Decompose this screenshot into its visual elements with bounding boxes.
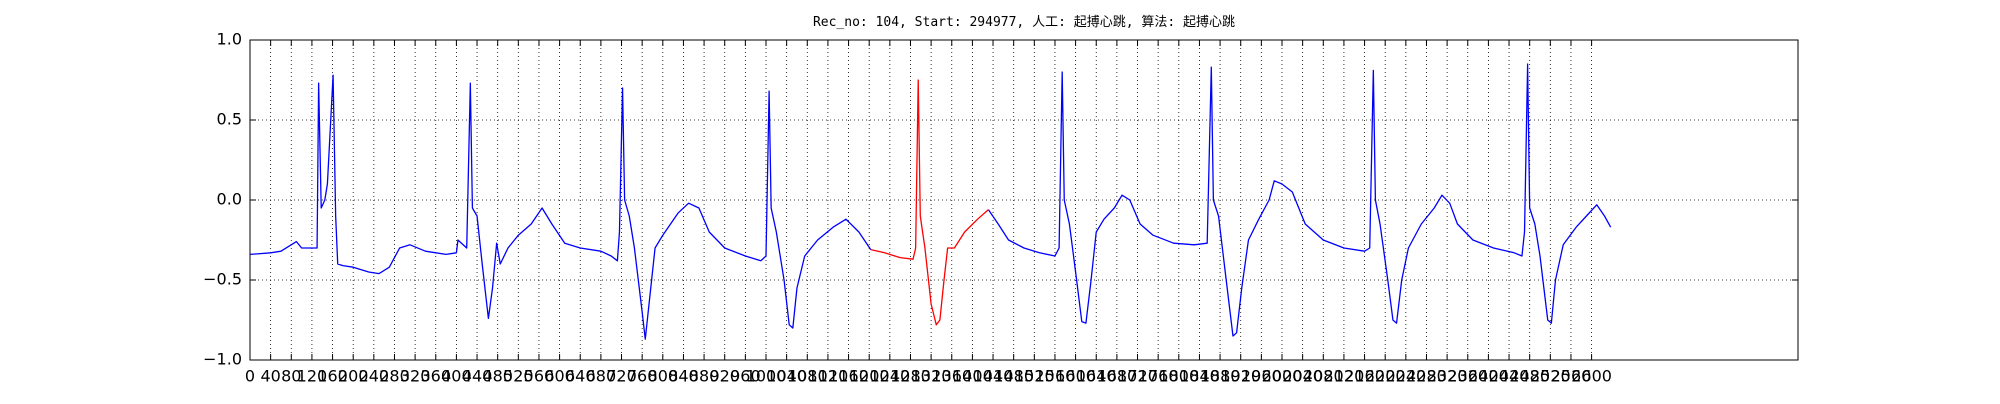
x-tick-label: 2320 xyxy=(1427,367,1468,386)
x-tick-label: 760 xyxy=(627,367,658,386)
y-tick-label: 1.0 xyxy=(217,30,242,49)
x-tick-label: 80 xyxy=(281,367,301,386)
x-tick-label: 1160 xyxy=(828,367,869,386)
x-tick-label: 800 xyxy=(648,367,679,386)
y-tick-label: −0.5 xyxy=(203,270,242,289)
x-tick-label: 600 xyxy=(544,367,575,386)
x-tick-label: 560 xyxy=(524,367,555,386)
x-tick-label: 280 xyxy=(379,367,410,386)
x-tick-label: 360 xyxy=(420,367,451,386)
x-tick-label: 1360 xyxy=(931,367,972,386)
x-tick-label: 680 xyxy=(586,367,617,386)
x-tick-label: 2000 xyxy=(1262,367,1303,386)
x-tick-label: 880 xyxy=(689,367,720,386)
x-tick-label: 920 xyxy=(709,367,740,386)
x-tick-label: 1600 xyxy=(1055,367,1096,386)
x-tick-label: 1080 xyxy=(787,367,828,386)
x-tick-label: 240 xyxy=(359,367,390,386)
x-tick-label: 1320 xyxy=(911,367,952,386)
x-tick-label: 720 xyxy=(606,367,637,386)
x-tick-label: 1120 xyxy=(808,367,849,386)
x-tick-label: 2600 xyxy=(1571,367,1612,386)
x-tick-label: 160 xyxy=(317,367,348,386)
x-tick-label: 1800 xyxy=(1158,367,1199,386)
x-tick-label: 2280 xyxy=(1406,367,1447,386)
x-tick-label: 1960 xyxy=(1241,367,1282,386)
x-tick-label: 2240 xyxy=(1385,367,1426,386)
chart-title: Rec_no: 104, Start: 294977, 人工: 起搏心跳, 算法… xyxy=(813,14,1235,30)
x-tick-label: 2040 xyxy=(1282,367,1323,386)
x-tick-label: 2200 xyxy=(1365,367,1406,386)
x-tick-label: 1840 xyxy=(1179,367,1220,386)
x-tick-label: 2560 xyxy=(1551,367,1592,386)
x-tick-label: 1400 xyxy=(952,367,993,386)
x-tick-label: 0 xyxy=(245,367,255,386)
y-tick-label: 0.0 xyxy=(217,190,242,209)
y-tick-label: 0.5 xyxy=(217,110,242,129)
series-line xyxy=(870,79,989,326)
x-tick-label: 2520 xyxy=(1530,367,1571,386)
x-tick-label: 2480 xyxy=(1509,367,1550,386)
x-tick-label: 40 xyxy=(260,367,280,386)
x-tick-label: 480 xyxy=(482,367,513,386)
x-tick-label: 640 xyxy=(565,367,596,386)
x-tick-label: 1640 xyxy=(1076,367,1117,386)
y-tick-label: −1.0 xyxy=(203,350,242,369)
x-tick-label: 1560 xyxy=(1035,367,1076,386)
x-tick-label: 320 xyxy=(400,367,431,386)
x-tick-label: 1680 xyxy=(1097,367,1138,386)
x-tick-label: 1720 xyxy=(1117,367,1158,386)
x-tick-label: 1880 xyxy=(1200,367,1241,386)
x-tick-label: 520 xyxy=(503,367,534,386)
x-tick-label: 1760 xyxy=(1138,367,1179,386)
x-tick-label: 400 xyxy=(441,367,472,386)
x-tick-label: 2160 xyxy=(1344,367,1385,386)
plot-frame xyxy=(249,39,1799,361)
x-tick-label: 2440 xyxy=(1489,367,1530,386)
x-tick-label: 1480 xyxy=(993,367,1034,386)
x-tick-label: 960 xyxy=(730,367,761,386)
x-tick-label: 440 xyxy=(462,367,493,386)
x-tick-label: 200 xyxy=(338,367,369,386)
x-tick-label: 120 xyxy=(297,367,328,386)
x-tick-label: 1200 xyxy=(849,367,890,386)
x-tick-label: 2120 xyxy=(1324,367,1365,386)
x-tick-label: 1000 xyxy=(746,367,787,386)
x-tick-label: 1280 xyxy=(890,367,931,386)
x-tick-label: 840 xyxy=(668,367,699,386)
x-tick-label: 1920 xyxy=(1220,367,1261,386)
x-tick-label: 1040 xyxy=(766,367,807,386)
x-tick-label: 2080 xyxy=(1303,367,1344,386)
x-tick-label: 2400 xyxy=(1468,367,1509,386)
series-line xyxy=(249,63,1612,340)
x-tick-label: 1240 xyxy=(869,367,910,386)
x-tick-label: 2360 xyxy=(1447,367,1488,386)
x-tick-label: 1520 xyxy=(1014,367,1055,386)
x-tick-label: 1440 xyxy=(973,367,1014,386)
